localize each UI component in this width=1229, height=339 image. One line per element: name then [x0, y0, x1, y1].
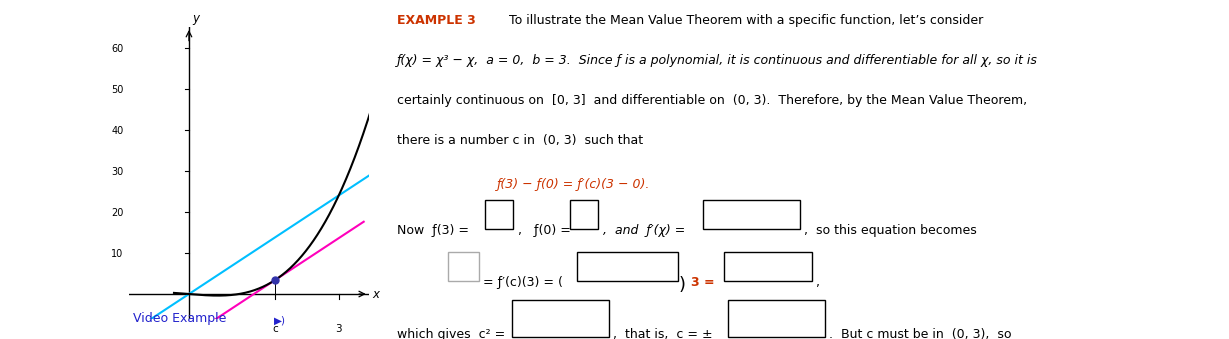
Text: ,  so this equation becomes: , so this equation becomes: [804, 224, 977, 237]
Bar: [576, 252, 677, 281]
Bar: [484, 200, 514, 229]
Bar: [511, 300, 608, 337]
Text: x: x: [372, 287, 380, 300]
Bar: [447, 252, 479, 281]
Text: .  But c must be in  (0, 3),  so: . But c must be in (0, 3), so: [830, 327, 1011, 339]
Bar: [724, 252, 812, 281]
Text: y: y: [192, 12, 199, 25]
Bar: [728, 300, 825, 337]
Text: = ƒ′(c)(3) = (: = ƒ′(c)(3) = (: [483, 276, 563, 288]
Text: which gives  c² =: which gives c² =: [397, 327, 510, 339]
Text: ▶): ▶): [274, 316, 286, 325]
Text: EXAMPLE 3: EXAMPLE 3: [397, 14, 476, 26]
Bar: [703, 200, 800, 229]
Text: Video Example: Video Example: [133, 313, 226, 325]
Text: certainly continuous on  [0, 3]  and differentiable on  (0, 3).  Therefore, by t: certainly continuous on [0, 3] and diffe…: [397, 94, 1027, 106]
Text: 3 =: 3 =: [691, 276, 719, 288]
Text: ƒ(3) − ƒ(0) = ƒ′(c)(3 − 0).: ƒ(3) − ƒ(0) = ƒ′(c)(3 − 0).: [497, 178, 650, 191]
Text: ,: ,: [816, 276, 821, 288]
Text: there is a number c in  (0, 3)  such that: there is a number c in (0, 3) such that: [397, 134, 643, 146]
Text: To illustrate the Mean Value Theorem with a specific function, let’s consider: To illustrate the Mean Value Theorem wit…: [500, 14, 983, 26]
Bar: [570, 200, 599, 229]
Text: Now  ƒ(3) =: Now ƒ(3) =: [397, 224, 473, 237]
Text: ): ): [678, 276, 686, 294]
Text: ,  and  ƒ′(χ) =: , and ƒ′(χ) =: [602, 224, 689, 237]
Text: ,   ƒ(0) =: , ƒ(0) =: [517, 224, 574, 237]
Text: ƒ(χ) = χ³ − χ,  a = 0,  b = 3.  Since ƒ is a polynomial, it is continuous and di: ƒ(χ) = χ³ − χ, a = 0, b = 3. Since ƒ is …: [397, 54, 1039, 66]
Text: ,  that is,  c = ±: , that is, c = ±: [613, 327, 717, 339]
